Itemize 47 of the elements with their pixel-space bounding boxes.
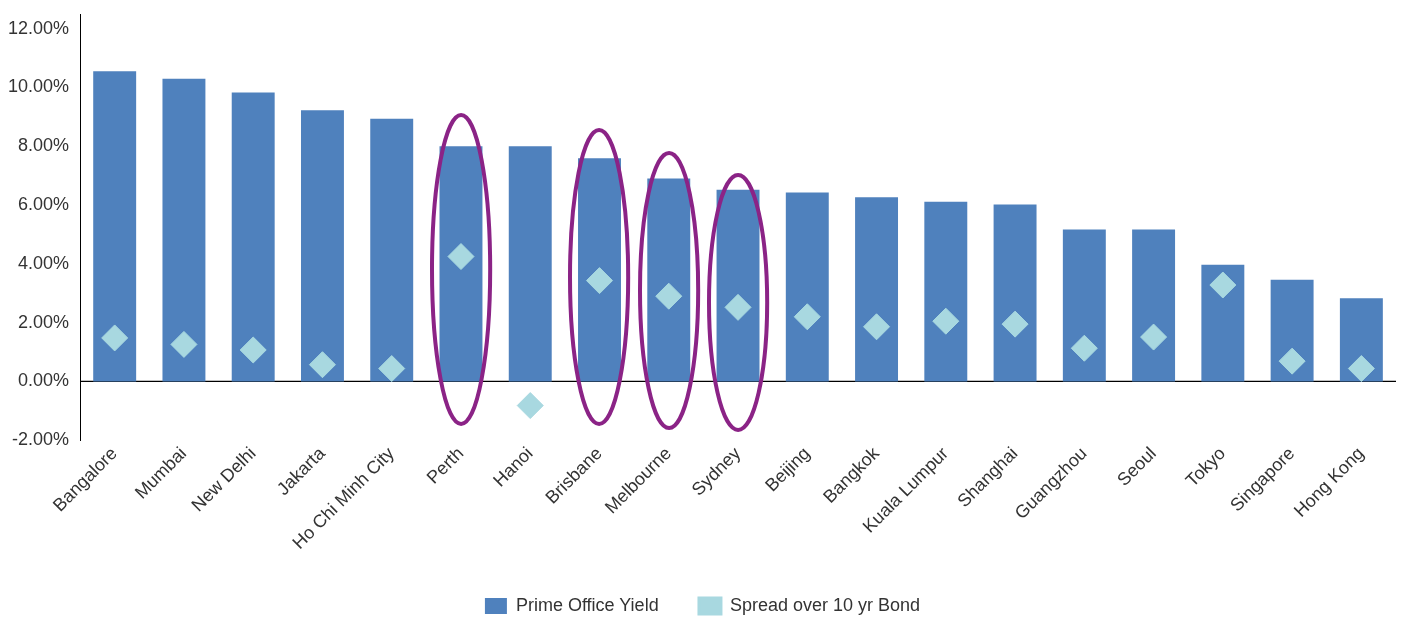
y-tick-label: 2.00% bbox=[18, 311, 70, 332]
y-tick-label: -2.00% bbox=[12, 429, 70, 450]
point bbox=[378, 355, 406, 383]
point bbox=[447, 243, 475, 271]
y-tick-label: 8.00% bbox=[18, 135, 70, 156]
y-tick-label: 0.00% bbox=[18, 370, 70, 391]
bar bbox=[300, 110, 344, 382]
point bbox=[1209, 271, 1237, 299]
bar bbox=[508, 146, 552, 382]
bar bbox=[855, 197, 899, 382]
bar bbox=[785, 192, 829, 382]
y-tick-label: 12.00% bbox=[7, 17, 70, 38]
point bbox=[516, 392, 544, 420]
point bbox=[932, 307, 960, 335]
bar bbox=[578, 158, 621, 382]
bar bbox=[924, 201, 968, 382]
point bbox=[170, 330, 198, 358]
point bbox=[239, 336, 267, 364]
y-tick-label: 6.00% bbox=[18, 194, 70, 215]
y-tick-label: 10.00% bbox=[7, 76, 70, 97]
point bbox=[793, 303, 821, 331]
legend-label: Prime Office Yield bbox=[515, 594, 659, 615]
point bbox=[308, 351, 336, 379]
bar bbox=[716, 189, 760, 382]
legend-label: Spread over 10 yr Bond bbox=[729, 594, 921, 615]
bar bbox=[1062, 229, 1106, 382]
point bbox=[101, 324, 129, 352]
bar bbox=[370, 118, 414, 382]
point bbox=[655, 282, 683, 310]
bar bbox=[647, 178, 691, 382]
bar bbox=[1201, 264, 1245, 382]
bar bbox=[93, 71, 137, 382]
point bbox=[1278, 347, 1306, 375]
bar bbox=[439, 146, 483, 382]
point bbox=[724, 293, 752, 321]
point bbox=[586, 267, 613, 295]
bar bbox=[993, 204, 1037, 382]
bar bbox=[1132, 229, 1176, 382]
bar bbox=[1270, 279, 1314, 382]
y-tick-label: 4.00% bbox=[18, 252, 70, 273]
bar bbox=[231, 92, 275, 382]
point bbox=[1140, 323, 1168, 351]
point bbox=[1001, 310, 1029, 338]
point bbox=[1070, 334, 1098, 362]
bar bbox=[162, 78, 206, 382]
point bbox=[863, 313, 891, 341]
point bbox=[1347, 355, 1375, 383]
